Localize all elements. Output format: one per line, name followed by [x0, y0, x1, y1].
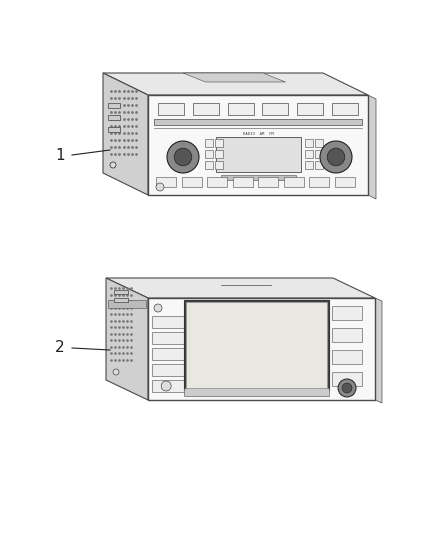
Bar [315, 139, 323, 147]
Polygon shape [106, 278, 148, 400]
Bar [207, 177, 227, 187]
Polygon shape [368, 95, 376, 199]
Bar [205, 150, 213, 158]
Bar [305, 139, 313, 147]
Bar [152, 364, 186, 376]
Bar [215, 161, 223, 169]
Bar [152, 316, 186, 328]
Bar [258, 177, 278, 187]
Polygon shape [183, 73, 286, 82]
Bar [186, 302, 327, 388]
Bar [184, 388, 329, 396]
Bar [215, 139, 223, 147]
Bar [221, 175, 296, 180]
Text: 1: 1 [55, 148, 65, 163]
Bar [233, 177, 252, 187]
Bar [108, 103, 120, 108]
Circle shape [320, 141, 352, 173]
Polygon shape [103, 73, 148, 195]
Bar [228, 103, 254, 115]
Circle shape [174, 148, 192, 166]
Polygon shape [103, 73, 368, 95]
Bar [297, 103, 323, 115]
Bar [315, 161, 323, 169]
Bar [108, 115, 120, 120]
Bar [332, 372, 362, 386]
Bar [332, 328, 362, 342]
Bar [148, 298, 375, 400]
Bar [215, 150, 223, 158]
Bar [309, 177, 329, 187]
Bar [305, 161, 313, 169]
Bar [205, 139, 213, 147]
Bar [158, 103, 184, 115]
Bar [114, 298, 128, 302]
Bar [152, 380, 186, 392]
Bar [315, 150, 323, 158]
Bar [332, 103, 358, 115]
Circle shape [154, 304, 162, 312]
Text: RADIO  AM  FM: RADIO AM FM [243, 132, 273, 136]
Bar [262, 103, 288, 115]
Polygon shape [375, 298, 382, 403]
Bar [108, 300, 146, 308]
Circle shape [156, 183, 164, 191]
Bar [181, 177, 201, 187]
Circle shape [110, 162, 116, 168]
Circle shape [342, 383, 352, 393]
Circle shape [113, 369, 119, 375]
Bar [184, 300, 329, 390]
Bar [335, 177, 354, 187]
Bar [154, 119, 362, 125]
Bar [305, 150, 313, 158]
Bar [205, 161, 213, 169]
Bar [332, 350, 362, 364]
Bar [216, 137, 301, 172]
Bar [152, 332, 186, 344]
Bar [114, 290, 128, 294]
Bar [332, 306, 362, 320]
Circle shape [161, 381, 171, 391]
Circle shape [167, 141, 199, 173]
Bar [152, 348, 186, 360]
Bar [283, 177, 304, 187]
Polygon shape [106, 278, 375, 298]
Text: 2: 2 [55, 341, 65, 356]
Circle shape [338, 379, 356, 397]
Circle shape [327, 148, 345, 166]
Bar [148, 95, 368, 195]
Bar [108, 127, 120, 132]
Bar [156, 177, 176, 187]
Bar [193, 103, 219, 115]
